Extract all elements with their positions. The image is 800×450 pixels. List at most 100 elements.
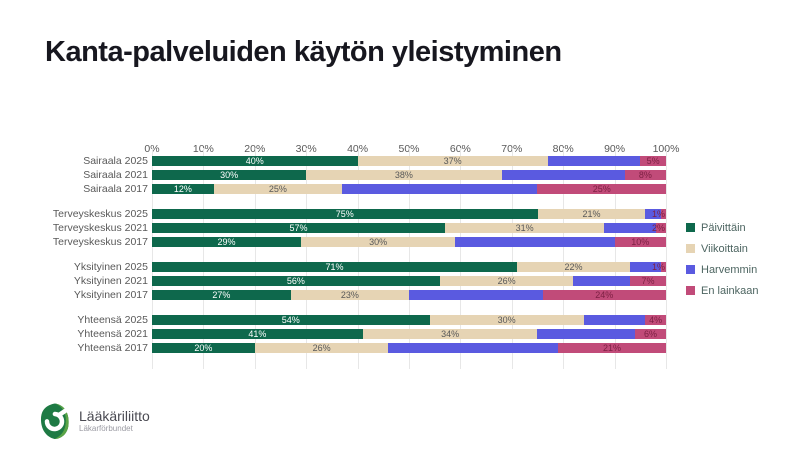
page-title: Kanta-palveluiden käytön yleistyminen [45, 36, 562, 68]
segment-value-label: 24% [595, 290, 614, 300]
segment-value-label: 25% [592, 184, 611, 194]
segment-value-label: 30% [369, 237, 388, 247]
segment-value-label: 2% [651, 223, 665, 233]
gridline [614, 148, 616, 369]
category-label: Sairaala 2021 [83, 169, 148, 181]
bar-segment-harvemmin [547, 156, 641, 166]
segment-value-label: 1% [651, 209, 665, 219]
legend-swatch [686, 223, 695, 232]
bar-segment-päivittäin: 56% [152, 276, 440, 286]
segment-value-label: 38% [394, 170, 413, 180]
bar-segment-päivittäin: 29% [152, 237, 302, 247]
segment-value-label: 5% [646, 156, 660, 166]
category-label: Yhteensä 2021 [77, 328, 148, 340]
legend-item: Harvemmin [686, 263, 759, 276]
category-label: Yksityinen 2025 [73, 261, 148, 273]
bar-segment-en lainkaan: 24% [542, 290, 666, 300]
gridline [511, 148, 513, 369]
gridline [203, 148, 205, 369]
logo-subtitle: Läkarförbundet [79, 424, 133, 433]
category-label: Yhteensä 2025 [77, 314, 148, 326]
bar-segment-en lainkaan: 21% [558, 343, 666, 353]
bar-segment-harvemmin [388, 343, 559, 353]
stacked-bar: 57% 31% 2% [152, 223, 666, 233]
segment-value-label: 4% [649, 315, 663, 325]
category-label: Sairaala 2017 [83, 183, 148, 195]
category-label: Terveyskeskus 2025 [52, 208, 148, 220]
legend-label: Harvemmin [701, 263, 758, 276]
category-label: Yksityinen 2017 [73, 289, 148, 301]
bar-segment-päivittäin: 57% [152, 223, 445, 233]
segment-value-label: 21% [582, 209, 601, 219]
stacked-bar: 54% 30% 4% [152, 315, 666, 325]
bar-segment-viikoittain: 34% [362, 329, 538, 339]
segment-value-label: 27% [212, 290, 231, 300]
bar-row: Terveyskeskus 2025 75% 21% 1% [53, 209, 666, 219]
stacked-bar: 40% 37% 5% [152, 156, 666, 166]
bar-segment-viikoittain: 30% [301, 237, 456, 247]
legend-swatch [686, 244, 695, 253]
bar-segment-en lainkaan: 5% [640, 156, 666, 166]
bar-segment-päivittäin: 12% [152, 184, 214, 194]
segment-value-label: 12% [173, 184, 192, 194]
category-label: Sairaala 2025 [83, 155, 148, 167]
bar-segment-harvemmin [645, 209, 661, 219]
segment-value-label: 26% [497, 276, 516, 286]
segment-value-label: 40% [245, 156, 264, 166]
bar-row: Sairaala 2017 12% 25% 25% [83, 184, 666, 194]
legend-label: En lainkaan [701, 284, 759, 297]
bar-segment-en lainkaan: 25% [537, 184, 666, 194]
bar-segment-viikoittain: 37% [357, 156, 548, 166]
segment-value-label: 6% [644, 329, 658, 339]
bar-segment-viikoittain: 21% [537, 209, 646, 219]
gridline [254, 148, 256, 369]
gridline [460, 148, 462, 369]
logo-name: Lääkäriliitto [79, 408, 150, 424]
bar-segment-en lainkaan: 6% [635, 329, 666, 339]
bar-segment-viikoittain: 30% [429, 315, 584, 325]
bar-segment-päivittäin: 30% [152, 170, 307, 180]
category-label: Yhteensä 2017 [77, 342, 148, 354]
segment-value-label: 71% [325, 262, 344, 272]
bar-segment-en lainkaan: 1% [652, 209, 666, 219]
legend-swatch [686, 286, 695, 295]
segment-value-label: 20% [194, 343, 213, 353]
category-label: Yksityinen 2021 [73, 275, 148, 287]
segment-value-label: 34% [441, 329, 460, 339]
segment-value-label: 29% [217, 237, 236, 247]
segment-value-label: 8% [638, 170, 652, 180]
legend-item: Viikoittain [686, 242, 759, 255]
category-label: Terveyskeskus 2017 [52, 236, 148, 248]
legend: Päivittäin Viikoittain Harvemmin En lainkaa… [686, 221, 759, 305]
stacked-bar: 27% 23% 24% [152, 290, 666, 300]
segment-value-label: 31% [515, 223, 534, 233]
bar-segment-harvemmin [630, 262, 661, 272]
gridline [306, 148, 308, 369]
bar-segment-harvemmin [583, 315, 646, 325]
logo-text: Lääkäriliitto Läkarförbundet [79, 408, 150, 434]
gridline [357, 148, 359, 369]
plot-area: Sairaala 2025 40% 37% 5% Sairaala 2021 30% 38%… [53, 148, 667, 369]
segment-value-label: 26% [312, 343, 331, 353]
bar-segment-päivittäin: 27% [152, 290, 291, 300]
bar-segment-viikoittain: 31% [444, 223, 605, 233]
bar-row: Sairaala 2025 40% 37% 5% [83, 156, 666, 166]
bar-row: Terveyskeskus 2017 29% 30% 10% [53, 237, 666, 247]
segment-value-label: 54% [281, 315, 300, 325]
bar-segment-harvemmin [408, 290, 543, 300]
bar-segment-en lainkaan: 4% [645, 315, 666, 325]
stacked-bar: 30% 38% 8% [152, 170, 666, 180]
bar-segment-en lainkaan: 1% [652, 262, 666, 272]
bar-segment-en lainkaan: 8% [624, 170, 666, 180]
legend-swatch [686, 265, 695, 274]
bar-row: Yksityinen 2021 56% 26% 7% [74, 276, 666, 286]
gridline [563, 148, 565, 369]
bar-row: Yksityinen 2017 27% 23% 24% [74, 290, 666, 300]
bar-row: Yhteensä 2021 41% 34% 6% [77, 329, 666, 339]
stacked-bar-chart: 0%10%20%30%40%50%60%70%80%90%100% Sairaa… [40, 143, 679, 369]
bar-segment-viikoittain: 38% [306, 170, 502, 180]
bar-segment-harvemmin [604, 223, 656, 233]
stacked-bar: 20% 26% 21% [152, 343, 666, 353]
segment-value-label: 7% [641, 276, 655, 286]
bar-row: Terveyskeskus 2021 57% 31% 2% [53, 223, 666, 233]
